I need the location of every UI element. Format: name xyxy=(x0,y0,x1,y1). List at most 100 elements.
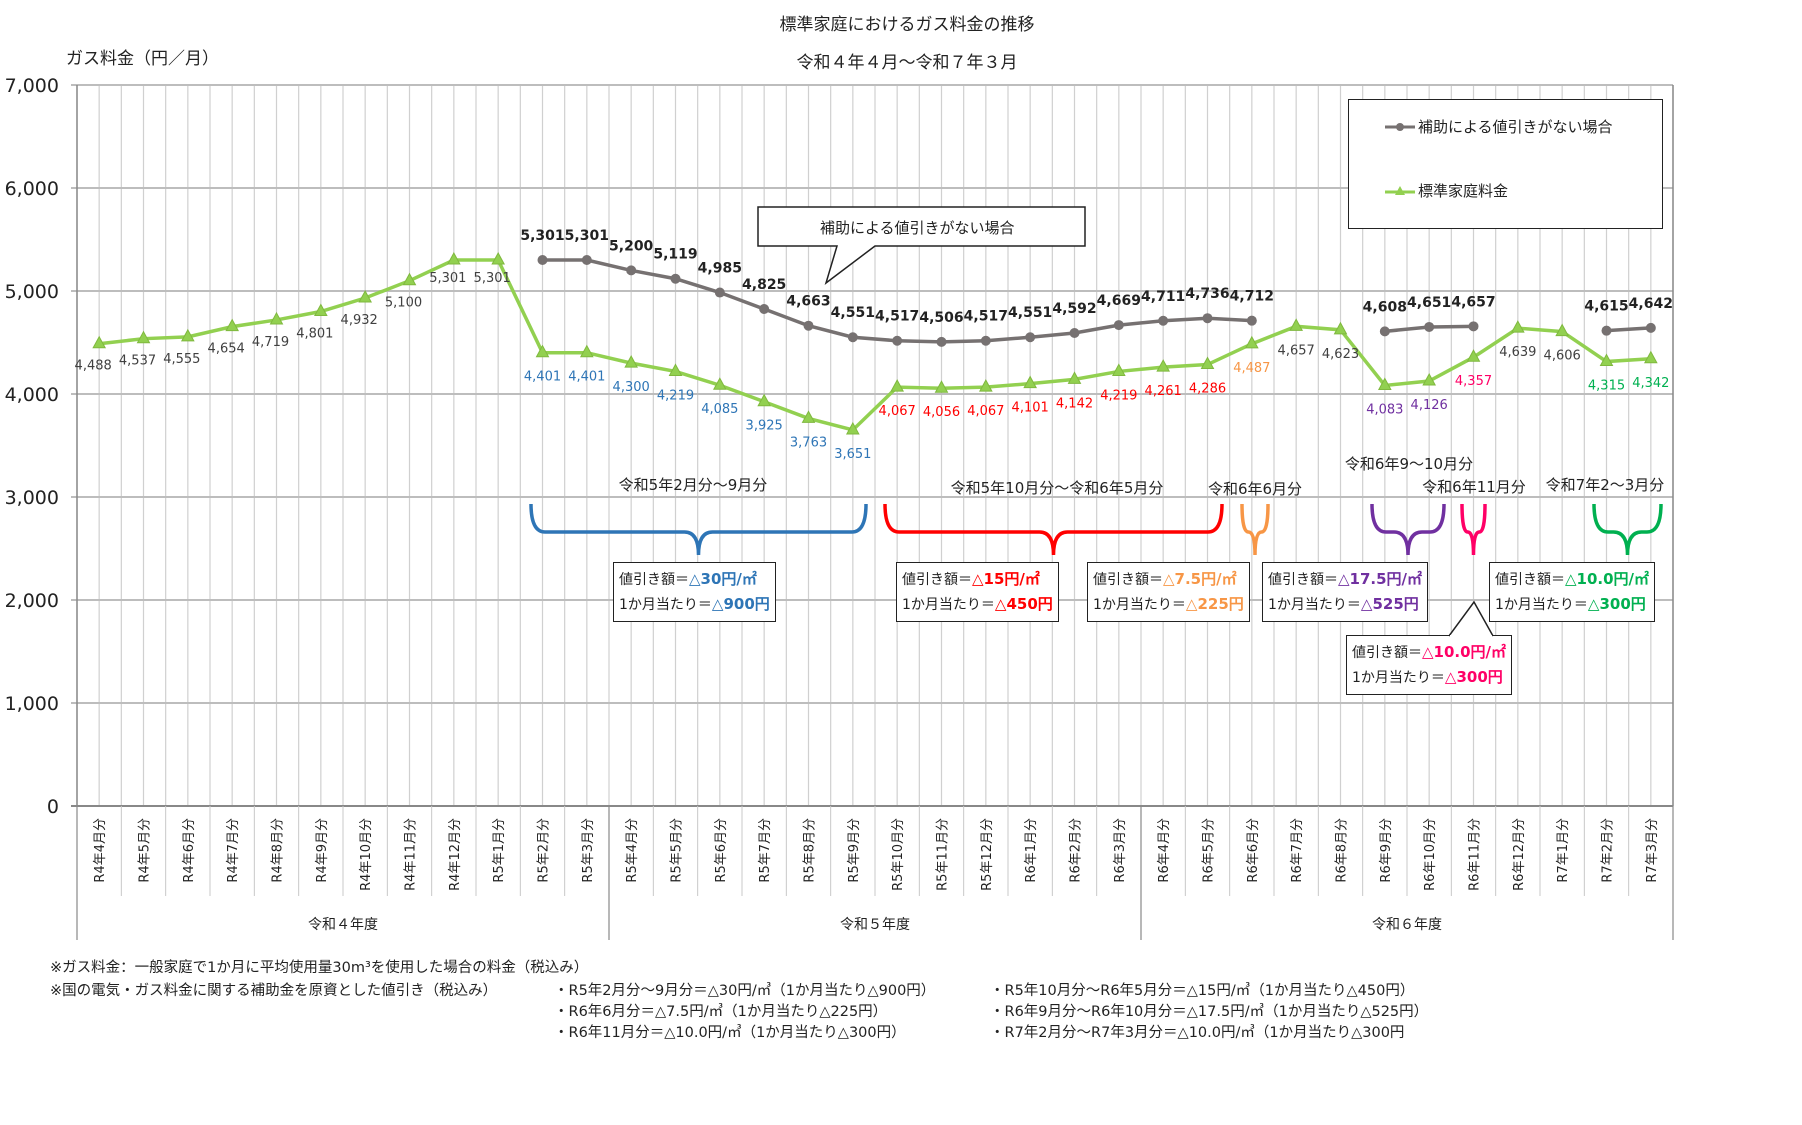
x-tick-label: R5年12月分 xyxy=(980,818,995,891)
standard-price-point xyxy=(358,289,373,303)
discount-period-brace xyxy=(529,503,868,556)
standard-price-data-label: 5,100 xyxy=(385,296,422,311)
standard-price-line xyxy=(98,258,1651,432)
standard-price-data-label: 4,067 xyxy=(967,404,1004,419)
standard-price-point xyxy=(801,410,816,423)
no-subsidy-data-label: 4,592 xyxy=(1052,301,1096,317)
standard-price-data-label: 4,401 xyxy=(524,370,561,385)
standard-price-point xyxy=(934,380,949,393)
no-subsidy-data-label: 4,657 xyxy=(1451,294,1495,310)
standard-price-point xyxy=(757,393,772,407)
standard-price-point xyxy=(1643,350,1658,364)
no-subsidy-data-label: 4,825 xyxy=(742,277,786,293)
standard-price-data-label: 4,654 xyxy=(208,342,245,357)
footnote-item: ・R7年2月分～R7年3月分＝△10.0円/㎥（1か月当たり△300円 xyxy=(990,1025,1405,1041)
standard-price-point xyxy=(1067,371,1082,384)
x-tick-label: R5年8月分 xyxy=(803,818,818,883)
x-tick-label: R6年10月分 xyxy=(1423,818,1438,891)
no-subsidy-data-label: 4,517 xyxy=(964,309,1008,325)
standard-price-point xyxy=(491,251,506,265)
x-tick-label: R4年5月分 xyxy=(138,818,153,883)
standard-price-point xyxy=(1111,363,1126,376)
legend-item-standard: 標準家庭料金 xyxy=(1385,180,1508,201)
footnote-item: ・R5年10月分～R6年5月分＝△15円/㎥（1か月当たり△450円） xyxy=(990,983,1415,999)
monthly-value: △450円 xyxy=(994,595,1053,613)
legend-label: 補助による値引きがない場合 xyxy=(1418,118,1613,136)
fiscal-year-label: 令和４年度 xyxy=(308,917,378,933)
x-tick-label: R4年9月分 xyxy=(315,818,330,883)
no-subsidy-point xyxy=(803,320,814,331)
standard-price-data-label: 4,085 xyxy=(701,402,738,417)
no-subsidy-data-label: 5,301 xyxy=(520,228,564,244)
standard-price-point xyxy=(712,377,727,390)
discount-period-brace xyxy=(1240,503,1270,556)
standard-price-data-label: 4,342 xyxy=(1632,376,1669,391)
standard-price-point xyxy=(136,330,151,344)
standard-price-data-label: 4,261 xyxy=(1145,384,1182,399)
discount-monthly-row: 1か月当たり＝△300円 xyxy=(1495,592,1649,617)
standard-price-point xyxy=(1510,320,1525,333)
standard-price-point xyxy=(1333,321,1348,335)
rate-value: △10.0円/㎡ xyxy=(1565,570,1650,588)
standard-price-data-label: 4,219 xyxy=(1100,388,1137,403)
footnote-item: ・R6年9月分～R6年10月分＝△17.5円/㎥（1か月当たり△525円） xyxy=(990,1004,1429,1020)
no-subsidy-data-label: 5,200 xyxy=(609,238,654,254)
monthly-value: △300円 xyxy=(1444,668,1503,686)
no-subsidy-point xyxy=(1202,313,1213,324)
discount-amount-box: 値引き額＝△15円/㎡ 1か月当たり＝△450円 xyxy=(896,562,1059,622)
x-tick-label: R6年9月分 xyxy=(1379,818,1394,883)
y-axis-label: ガス料金（円／月） xyxy=(66,49,219,69)
x-tick-label: R7年1月分 xyxy=(1556,818,1571,883)
x-tick-label: R4年6月分 xyxy=(182,818,197,883)
rate-value: △7.5円/㎡ xyxy=(1163,570,1237,588)
standard-price-data-label: 4,315 xyxy=(1588,379,1625,394)
footnote-1: ※ガス料金：一般家庭で1か月に平均使用量30m³を使用した場合の料金（税込み） xyxy=(50,960,589,976)
discount-period-label: 令和5年10月分～令和6年5月分 xyxy=(950,479,1164,497)
standard-price-point xyxy=(845,421,860,435)
discount-amount-box: 値引き額＝△17.5円/㎡ 1か月当たり＝△525円 xyxy=(1262,562,1429,622)
discount-period-brace xyxy=(1370,503,1446,556)
discount-period-brace xyxy=(1592,503,1663,556)
no-subsidy-data-label: 4,711 xyxy=(1141,289,1185,305)
rate-value: △10.0円/㎡ xyxy=(1422,643,1507,661)
legend-item-no-subsidy: 補助による値引きがない場合 xyxy=(1385,116,1613,137)
x-tick-label: R5年9月分 xyxy=(847,818,862,883)
no-subsidy-point xyxy=(1424,321,1435,332)
x-tick-label: R5年3月分 xyxy=(581,818,596,883)
no-subsidy-point xyxy=(581,254,592,265)
rate-prefix: 値引き額＝ xyxy=(1268,572,1338,588)
no-subsidy-data-label: 4,506 xyxy=(919,310,963,326)
standard-price-point xyxy=(890,379,905,392)
chart-subtitle: 令和４年４月～令和７年３月 xyxy=(796,53,1018,73)
standard-price-data-label: 4,932 xyxy=(341,313,378,328)
discount-rate-row: 値引き額＝△17.5円/㎡ xyxy=(1268,567,1422,592)
standard-price-data-label: 4,606 xyxy=(1544,349,1581,364)
discount-rate-row: 値引き額＝△10.0円/㎡ xyxy=(1352,640,1506,665)
no-subsidy-data-label: 4,517 xyxy=(875,309,919,325)
standard-price-data-label: 5,301 xyxy=(429,271,466,286)
x-tick-label: R5年11月分 xyxy=(936,818,951,891)
no-subsidy-data-label: 4,651 xyxy=(1407,295,1451,311)
x-tick-label: R6年7月分 xyxy=(1290,818,1305,883)
rate-value: △15円/㎡ xyxy=(972,570,1040,588)
legend-label: 標準家庭料金 xyxy=(1418,182,1509,200)
standard-price-data-label: 3,925 xyxy=(746,419,783,434)
monthly-prefix: 1か月当たり＝ xyxy=(1268,597,1361,613)
no-subsidy-line xyxy=(1606,326,1651,333)
no-subsidy-point xyxy=(1069,328,1080,339)
y-tick-label: 0 xyxy=(47,796,59,818)
standard-price-point xyxy=(1466,349,1481,362)
monthly-prefix: 1か月当たり＝ xyxy=(1495,597,1588,613)
rate-prefix: 値引き額＝ xyxy=(1352,645,1422,661)
no-subsidy-data-label: 4,551 xyxy=(831,305,875,321)
no-subsidy-data-label: 5,301 xyxy=(565,228,609,244)
no-subsidy-data-label: 4,642 xyxy=(1629,296,1673,312)
discount-rate-row: 値引き額＝△7.5円/㎡ xyxy=(1093,567,1244,592)
monthly-value: △525円 xyxy=(1360,595,1419,613)
discount-monthly-row: 1か月当たり＝△525円 xyxy=(1268,592,1422,617)
discount-period-label: 令和6年9～10月分 xyxy=(1344,455,1474,473)
standard-price-data-label: 4,555 xyxy=(163,352,200,367)
x-tick-label: R6年5月分 xyxy=(1202,818,1217,883)
standard-price-data-label: 4,126 xyxy=(1411,398,1448,413)
